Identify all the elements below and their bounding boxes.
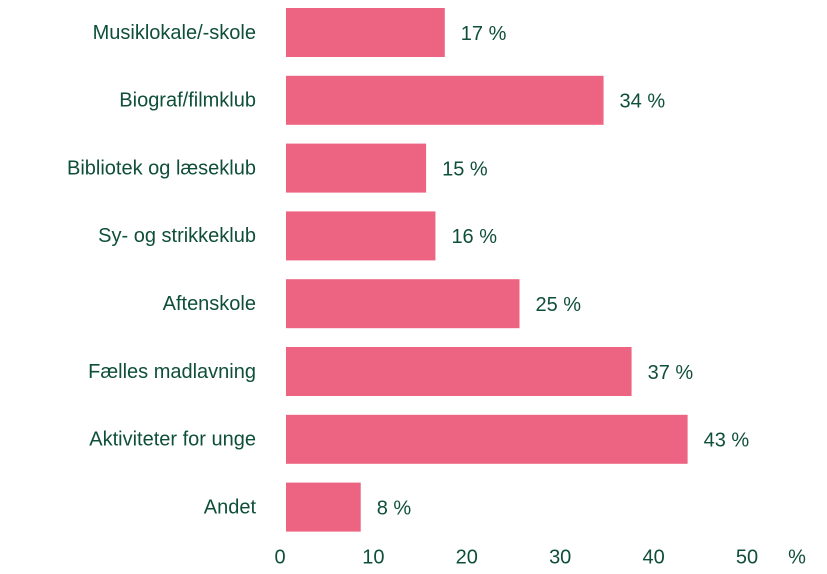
x-tick-label: 30 [549,546,571,568]
bar [286,75,604,125]
y-tick-label: Bibliotek og læseklub [67,157,256,179]
value-label: 15 % [442,158,488,180]
y-tick-label: Sy- og strikkeklub [98,225,256,247]
x-tick-label: 0 [274,546,285,568]
y-tick-label: Biograf/filmklub [119,90,256,112]
bar [286,211,436,261]
value-label: 8 % [377,497,412,519]
y-tick-label: Andet [204,496,257,518]
x-tick-label: 20 [456,546,478,568]
bar [286,8,445,57]
bar [286,143,427,193]
y-tick-label: Fælles madlavning [88,361,256,383]
x-tick-label: 50 [736,546,758,568]
y-tick-label: Musiklokale/-skole [93,22,256,44]
value-label: 37 % [648,362,694,384]
bar [286,347,632,396]
bar [286,482,361,532]
y-tick-label: Aktiviteter for unge [89,429,256,451]
x-tick-label: 10 [362,546,384,568]
bar [286,279,520,329]
value-label: 34 % [620,91,666,113]
x-axis-label: % [788,546,806,568]
value-label: 25 % [536,294,582,316]
bar [286,414,688,464]
x-tick-label: 40 [642,546,664,568]
value-label: 43 % [704,430,750,452]
y-tick-label: Aftenskole [163,293,256,315]
value-label: 17 % [461,23,507,45]
value-label: 16 % [451,226,497,248]
